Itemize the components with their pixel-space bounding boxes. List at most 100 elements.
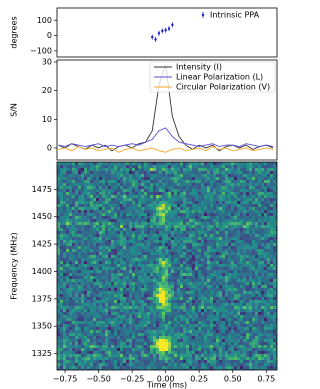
spectrum-cell	[171, 309, 174, 312]
spectrum-cell	[195, 333, 198, 336]
spectrum-cell	[102, 315, 105, 318]
spectrum-cell	[240, 228, 243, 231]
spectrum-cell	[207, 348, 210, 351]
spectrum-cell	[225, 201, 228, 204]
spectrum-cell	[204, 303, 207, 306]
legend-label: Circular Polarization (V)	[176, 83, 270, 92]
spectrum-cell	[219, 195, 222, 198]
spectrum-cell	[255, 282, 258, 285]
spectrum-cell	[81, 291, 84, 294]
spectrum-cell	[63, 327, 66, 330]
spectrum-cell	[198, 183, 201, 186]
spectrum-cell	[132, 219, 135, 222]
spectrum-cell	[108, 282, 111, 285]
spectrum-cell	[234, 360, 237, 363]
spectrum-cell	[240, 342, 243, 345]
spectrum-cell	[153, 219, 156, 222]
series-line	[58, 128, 273, 147]
spectrum-cell	[204, 309, 207, 312]
spectrum-cell	[171, 342, 174, 345]
spectrum-cell	[144, 351, 147, 354]
spectrum-cell	[183, 339, 186, 342]
spectrum-cell	[258, 312, 261, 315]
spectrum-cell	[249, 234, 252, 237]
spectrum-cell	[228, 192, 231, 195]
spectrum-cell	[222, 186, 225, 189]
spectrum-cell	[216, 267, 219, 270]
spectrum-cell	[264, 237, 267, 240]
spectrum-cell	[219, 168, 222, 171]
spectrum-cell	[117, 192, 120, 195]
spectrum-cell	[165, 258, 168, 261]
spectrum-cell	[162, 240, 165, 243]
spectrum-cell	[258, 261, 261, 264]
spectrum-cell	[111, 348, 114, 351]
spectrum-cell	[240, 171, 243, 174]
spectrum-cell	[231, 222, 234, 225]
spectrum-cell	[246, 246, 249, 249]
spectrum-cell	[144, 345, 147, 348]
spectrum-cell	[165, 240, 168, 243]
spectrum-cell	[147, 198, 150, 201]
spectrum-cell	[246, 174, 249, 177]
spectrum-cell	[57, 330, 60, 333]
spectrum-cell	[117, 288, 120, 291]
spectrum-cell	[213, 198, 216, 201]
spectrum-cell	[159, 162, 162, 165]
spectrum-cell	[72, 297, 75, 300]
spectrum-cell	[159, 219, 162, 222]
spectrum-cell	[81, 279, 84, 282]
spectrum-cell	[117, 162, 120, 165]
spectrum-cell	[159, 327, 162, 330]
spectrum-cell	[153, 348, 156, 351]
spectrum-cell	[264, 342, 267, 345]
spectrum-cell	[219, 282, 222, 285]
spectrum-cell	[267, 279, 270, 282]
spectrum-cell	[87, 279, 90, 282]
spectrum-cell	[138, 327, 141, 330]
spectrum-cell	[207, 243, 210, 246]
spectrum-cell	[249, 297, 252, 300]
spectrum-cell	[246, 183, 249, 186]
spectrum-cell	[108, 258, 111, 261]
spectrum-cell	[138, 315, 141, 318]
spectrum-cell	[273, 171, 276, 174]
spectrum-cell	[273, 321, 276, 324]
spectrum-cell	[141, 282, 144, 285]
spectrum-cell	[252, 228, 255, 231]
spectrum-cell	[219, 300, 222, 303]
spectrum-cell	[108, 210, 111, 213]
spectrum-cell	[99, 327, 102, 330]
spectrum-cell	[123, 297, 126, 300]
spectrum-cell	[132, 237, 135, 240]
spectrum-cell	[144, 267, 147, 270]
spectrum-cell	[159, 309, 162, 312]
spectrum-cell	[144, 276, 147, 279]
spectrum-cell	[171, 219, 174, 222]
spectrum-cell	[204, 255, 207, 258]
spectrum-cell	[201, 219, 204, 222]
spectrum-cell	[150, 174, 153, 177]
spectrum-cell	[57, 216, 60, 219]
spectrum-cell	[78, 189, 81, 192]
spectrum-cell	[243, 264, 246, 267]
spectrum-cell	[186, 246, 189, 249]
spectrum-cell	[192, 333, 195, 336]
spectrum-cell	[99, 351, 102, 354]
spectrum-cell	[102, 327, 105, 330]
spectrum-cell	[174, 339, 177, 342]
spectrum-cell	[114, 162, 117, 165]
spectrum-cell	[141, 219, 144, 222]
spectrum-cell	[210, 225, 213, 228]
spectrum-cell	[156, 180, 159, 183]
spectrum-cell	[183, 327, 186, 330]
spectrum-cell	[75, 276, 78, 279]
spectrum-cell	[144, 162, 147, 165]
spectrum-cell	[60, 249, 63, 252]
spectrum-cell	[228, 264, 231, 267]
spectrum-cell	[111, 291, 114, 294]
spectrum-cell	[156, 333, 159, 336]
spectrum-cell	[177, 291, 180, 294]
spectrum-cell	[135, 201, 138, 204]
spectrum-cell	[150, 309, 153, 312]
